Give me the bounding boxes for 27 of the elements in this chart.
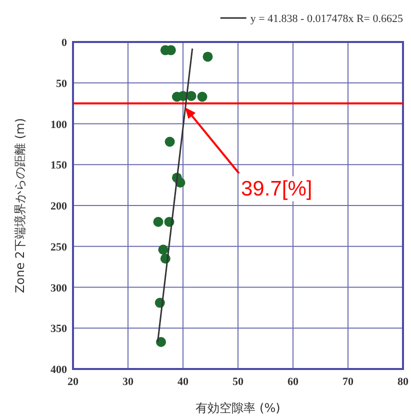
y-tick-label: 100 <box>50 118 68 131</box>
y-tick-label: 0 <box>62 37 68 49</box>
y-tick-label: 400 <box>50 364 68 376</box>
y-tick-label: 350 <box>50 323 68 336</box>
point <box>202 52 213 62</box>
y-tick-label: 50 <box>56 78 68 90</box>
x-tick-label: 60 <box>288 376 299 388</box>
x-tick-label: 20 <box>68 376 79 388</box>
annotation: 39.7[%] <box>241 177 312 200</box>
legend-label: y = 41.838 - 0.017478x R= 0.6625 <box>250 13 404 25</box>
x-axis-title: 有効空隙率 (%) <box>196 401 280 415</box>
point <box>158 244 168 255</box>
y-tick-label: 300 <box>50 282 68 294</box>
y-axis-title: Zone 2下端境界からの距離 (m) <box>13 118 27 293</box>
x-tick-label: 80 <box>398 376 409 388</box>
x-tick-label: 30 <box>122 376 134 388</box>
point <box>164 136 175 147</box>
y-tick-label: 200 <box>50 200 68 212</box>
point <box>186 90 196 101</box>
point <box>156 337 166 348</box>
x-tick-label: 70 <box>342 376 354 388</box>
point <box>153 216 164 227</box>
point <box>197 92 208 102</box>
x-tick-label: 50 <box>232 376 244 388</box>
y-tick-label: 150 <box>50 160 68 172</box>
y-tick-label: 250 <box>50 241 68 254</box>
x-tick-label: 40 <box>178 376 189 388</box>
